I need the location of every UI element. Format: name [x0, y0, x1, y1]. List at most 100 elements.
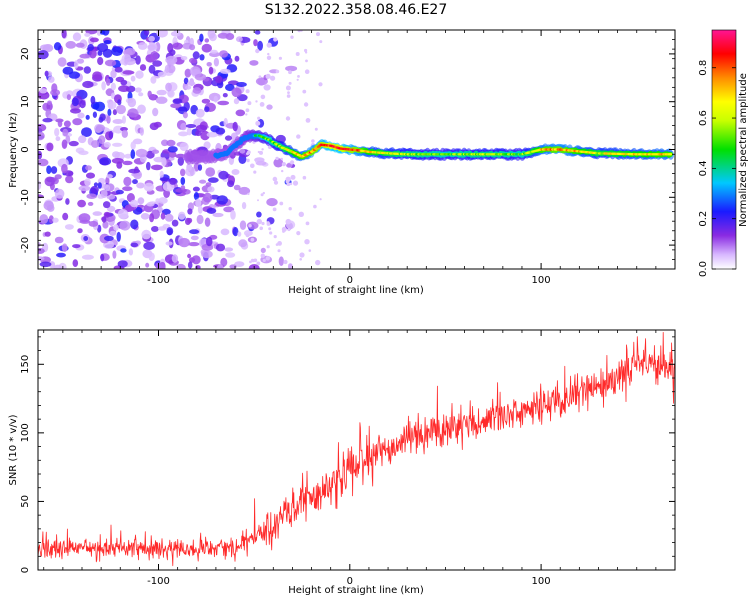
noise-blob: [83, 236, 89, 241]
noise-blob: [145, 262, 150, 268]
colorbar-tick-label: 0.4: [698, 160, 709, 176]
noise-dot: [304, 69, 310, 74]
noise-dot: [311, 139, 315, 143]
noise-blob: [46, 165, 52, 174]
noise-blob: [166, 139, 176, 147]
noise-blob: [149, 213, 155, 223]
noise-blob: [201, 98, 211, 104]
noise-blob: [155, 96, 168, 104]
spectrogram-x-tick-label: 0: [347, 275, 353, 286]
noise-dot: [270, 75, 276, 81]
noise-blob: [159, 177, 169, 182]
noise-blob: [88, 220, 99, 227]
noise-blob: [186, 127, 192, 136]
noise-blob: [107, 101, 117, 110]
noise-blob: [56, 252, 66, 258]
spectrogram-x-tick-label: -100: [147, 275, 170, 286]
noise-blob: [82, 80, 94, 89]
noise-blob: [103, 141, 111, 148]
noise-dot: [277, 241, 282, 246]
noise-blob: [222, 93, 228, 98]
noise-blob: [81, 127, 92, 137]
noise-blob: [106, 174, 113, 179]
noise-blob: [44, 70, 49, 77]
noise-dot: [278, 56, 282, 60]
spectrogram-y-tick-label: 20: [20, 48, 31, 61]
noise-blob: [153, 156, 165, 163]
noise-blob: [103, 201, 111, 209]
noise-blob: [190, 235, 199, 241]
snr-frame: [37, 329, 676, 571]
noise-blob: [187, 208, 193, 215]
noise-blob: [86, 193, 97, 199]
noise-blob: [178, 237, 190, 248]
noise-dot: [319, 40, 323, 44]
noise-blob: [168, 151, 177, 158]
noise-blob: [143, 182, 154, 192]
noise-dot: [280, 157, 283, 161]
noise-dot: [275, 243, 279, 246]
noise-blob: [118, 85, 130, 92]
noise-blob: [92, 111, 97, 118]
noise-blob: [136, 182, 145, 189]
noise-blob: [210, 49, 218, 54]
noise-blob: [130, 75, 136, 82]
noise-blob: [167, 58, 176, 66]
noise-dot: [305, 221, 310, 226]
noise-blob: [68, 140, 79, 147]
noise-blob: [180, 177, 186, 185]
noise-blob: [112, 142, 123, 147]
noise-dot: [305, 59, 308, 63]
noise-dot: [315, 259, 321, 266]
colorbar-tick-label: 0.6: [698, 110, 709, 126]
noise-blob: [135, 87, 142, 93]
noise-blob: [196, 214, 204, 225]
noise-blob: [139, 127, 144, 136]
noise-blob: [204, 217, 211, 227]
noise-blob: [130, 141, 136, 150]
noise-blob: [116, 104, 126, 115]
noise-blob: [138, 92, 144, 97]
noise-blob: [108, 130, 114, 139]
noise-blob: [180, 56, 188, 61]
noise-blob: [116, 231, 121, 242]
noise-dot: [266, 221, 270, 225]
noise-blob: [63, 120, 71, 128]
noise-dot: [257, 150, 260, 154]
snr-x-tick-label: 0: [347, 576, 353, 587]
noise-blob: [207, 177, 219, 183]
noise-blob: [236, 82, 247, 87]
noise-blob: [207, 30, 216, 39]
noise-blob: [141, 229, 152, 240]
noise-blob: [57, 120, 63, 128]
colorbar-label: Normalized spectral amplitude: [738, 73, 749, 227]
noise-blob: [213, 95, 218, 103]
noise-dot: [286, 94, 291, 98]
noise-dot: [255, 120, 261, 126]
noise-blob: [232, 227, 239, 237]
noise-dot: [265, 256, 270, 261]
noise-dot: [257, 116, 261, 120]
noise-blob: [52, 217, 59, 223]
snr-y-tick-label: 0: [20, 567, 31, 573]
noise-dot: [277, 249, 281, 253]
noise-blob: [110, 69, 117, 79]
noise-blob: [160, 212, 166, 220]
noise-blob: [137, 104, 146, 114]
noise-blob: [180, 185, 186, 191]
noise-blob: [122, 70, 135, 75]
snr-background: [38, 330, 675, 570]
spectrogram-x-tick-label: 100: [532, 275, 551, 286]
noise-dot: [255, 100, 258, 103]
noise-dot: [255, 48, 260, 54]
noise-dot: [266, 55, 272, 60]
noise-blob: [217, 264, 224, 269]
noise-dot: [308, 249, 312, 252]
noise-blob: [103, 40, 112, 45]
noise-dot: [289, 182, 293, 186]
noise-blob: [90, 95, 96, 105]
noise-blob: [185, 85, 192, 90]
noise-dot: [287, 91, 290, 94]
noise-blob: [91, 140, 100, 148]
noise-blob: [85, 114, 90, 120]
